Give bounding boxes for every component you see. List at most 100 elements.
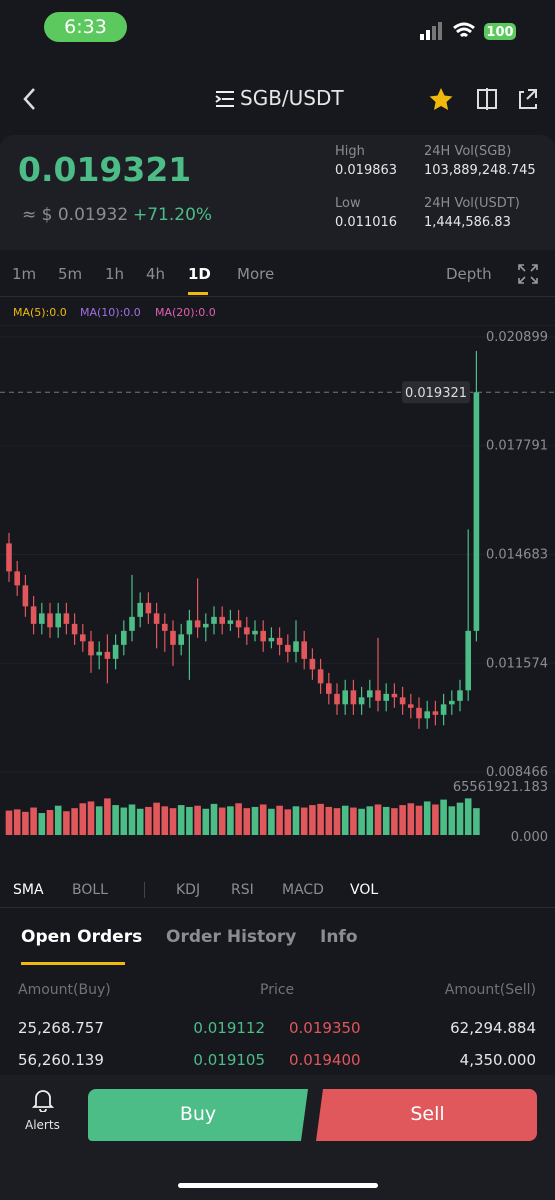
candle-body <box>88 641 94 656</box>
volume-bar <box>415 805 423 835</box>
indicator-tab[interactable]: RSI <box>231 882 254 898</box>
interval-tab[interactable]: 1m <box>12 265 37 283</box>
volume-bar <box>456 802 464 835</box>
order-tab[interactable]: Info <box>320 927 358 947</box>
bid-price: 0.019105 <box>193 1051 265 1069</box>
volume-bar <box>243 808 251 835</box>
volume-bar <box>350 807 357 835</box>
candle-body <box>342 690 348 705</box>
buy-amount: 25,268.757 <box>18 1019 104 1037</box>
indicator-tab[interactable]: BOLL <box>72 882 108 898</box>
volume-bar <box>63 811 70 835</box>
ma-label: MA(10):0.0 <box>80 306 141 319</box>
stat-label: 24H Vol(SGB) <box>424 144 512 159</box>
indicator-tab[interactable]: SMA <box>13 882 44 898</box>
order-tab[interactable]: Open Orders <box>21 927 143 947</box>
volume-bar <box>341 805 349 835</box>
candle-body <box>326 683 332 694</box>
buy-amount: 56,260.139 <box>18 1051 104 1069</box>
candle-body <box>301 641 307 659</box>
volume-bar <box>5 810 13 835</box>
interval-tab[interactable]: 5m <box>58 265 83 283</box>
volume-bar <box>448 806 456 835</box>
candle-body <box>285 644 291 652</box>
volume-bar <box>464 798 472 835</box>
candle-body <box>408 704 414 708</box>
stat-value: 1,444,586.83 <box>424 215 511 230</box>
candle-body <box>424 711 430 719</box>
share[interactable] <box>519 89 537 109</box>
fullscreen[interactable] <box>517 263 539 285</box>
volume-bar <box>95 806 103 835</box>
stat-label: High <box>335 144 365 159</box>
ob-header: Price <box>260 982 295 998</box>
volume-bar <box>13 809 21 835</box>
volume-bar <box>309 805 316 835</box>
volume-bar <box>38 813 46 835</box>
volume-bar <box>46 809 54 835</box>
x-tick-label: 12-27 <box>400 844 438 845</box>
signal <box>420 34 424 40</box>
volume-bar <box>136 808 144 835</box>
stat-value: 103,889,248.745 <box>424 163 536 178</box>
candle-body <box>219 616 225 624</box>
interval-tab[interactable]: 1D <box>188 265 211 283</box>
volume-bar <box>177 805 185 835</box>
volume-bar <box>440 799 447 835</box>
interval-tab[interactable]: More <box>237 265 275 283</box>
y-tick-label: 0.014683 <box>486 547 548 562</box>
tab-underline <box>21 962 125 965</box>
buy-label[interactable]: Buy <box>179 1103 217 1125</box>
x-tick-label: 12-12 <box>261 844 299 845</box>
y-tick-label: 0.020899 <box>486 330 548 345</box>
volume-bar <box>186 806 193 835</box>
signal <box>438 22 442 40</box>
candle-body <box>449 700 455 705</box>
ticker-card <box>0 135 555 250</box>
candle-body <box>268 637 275 642</box>
buy-button[interactable] <box>88 1089 313 1141</box>
volume-bar <box>325 806 333 835</box>
sell-label[interactable]: Sell <box>410 1103 445 1125</box>
candle-body <box>121 630 127 645</box>
favorite[interactable] <box>429 88 453 110</box>
alerts-label[interactable]: Alerts <box>25 1118 60 1132</box>
candle-body <box>6 543 12 572</box>
interval-underline <box>188 292 208 295</box>
volume-bar <box>366 806 374 835</box>
order-tab[interactable]: Order History <box>166 927 297 947</box>
candle-body <box>276 637 283 645</box>
candle-body <box>178 634 184 645</box>
interval-tab[interactable]: 1h <box>105 265 125 283</box>
volume-bar <box>432 804 439 835</box>
compare[interactable] <box>477 88 497 110</box>
indicator-tab[interactable]: MACD <box>282 882 324 898</box>
menu-icon[interactable] <box>214 90 236 108</box>
candle-body <box>227 620 234 624</box>
candle-body <box>375 690 381 701</box>
candle-body <box>317 669 324 684</box>
interval-tab[interactable]: 4h <box>146 265 166 283</box>
stat-label: Low <box>335 196 361 211</box>
battery-level: 100 <box>486 25 513 40</box>
candle-body <box>30 606 37 624</box>
volume-bar <box>79 803 87 835</box>
last-price-label: 0.019321 <box>405 386 467 401</box>
volume-bar <box>317 803 324 835</box>
signal <box>432 26 436 40</box>
candle-body <box>211 616 217 624</box>
y-tick-label: 0.017791 <box>486 439 548 454</box>
indicator-tab[interactable]: VOL <box>350 882 379 898</box>
candle-body <box>260 630 266 642</box>
depth-tab[interactable]: Depth <box>446 265 492 283</box>
alerts-icon[interactable] <box>32 1088 54 1112</box>
indicator-tab[interactable]: KDJ <box>176 882 201 898</box>
candle-body <box>129 616 135 631</box>
back-button[interactable] <box>20 86 40 112</box>
sell-button[interactable] <box>316 1089 538 1141</box>
sell-amount: 62,294.884 <box>450 1019 536 1037</box>
y-tick-label: 0.011574 <box>486 656 548 671</box>
volume-bar <box>235 803 242 835</box>
candle-body <box>63 613 70 624</box>
vol-tick-label: 0.000 <box>511 830 548 845</box>
